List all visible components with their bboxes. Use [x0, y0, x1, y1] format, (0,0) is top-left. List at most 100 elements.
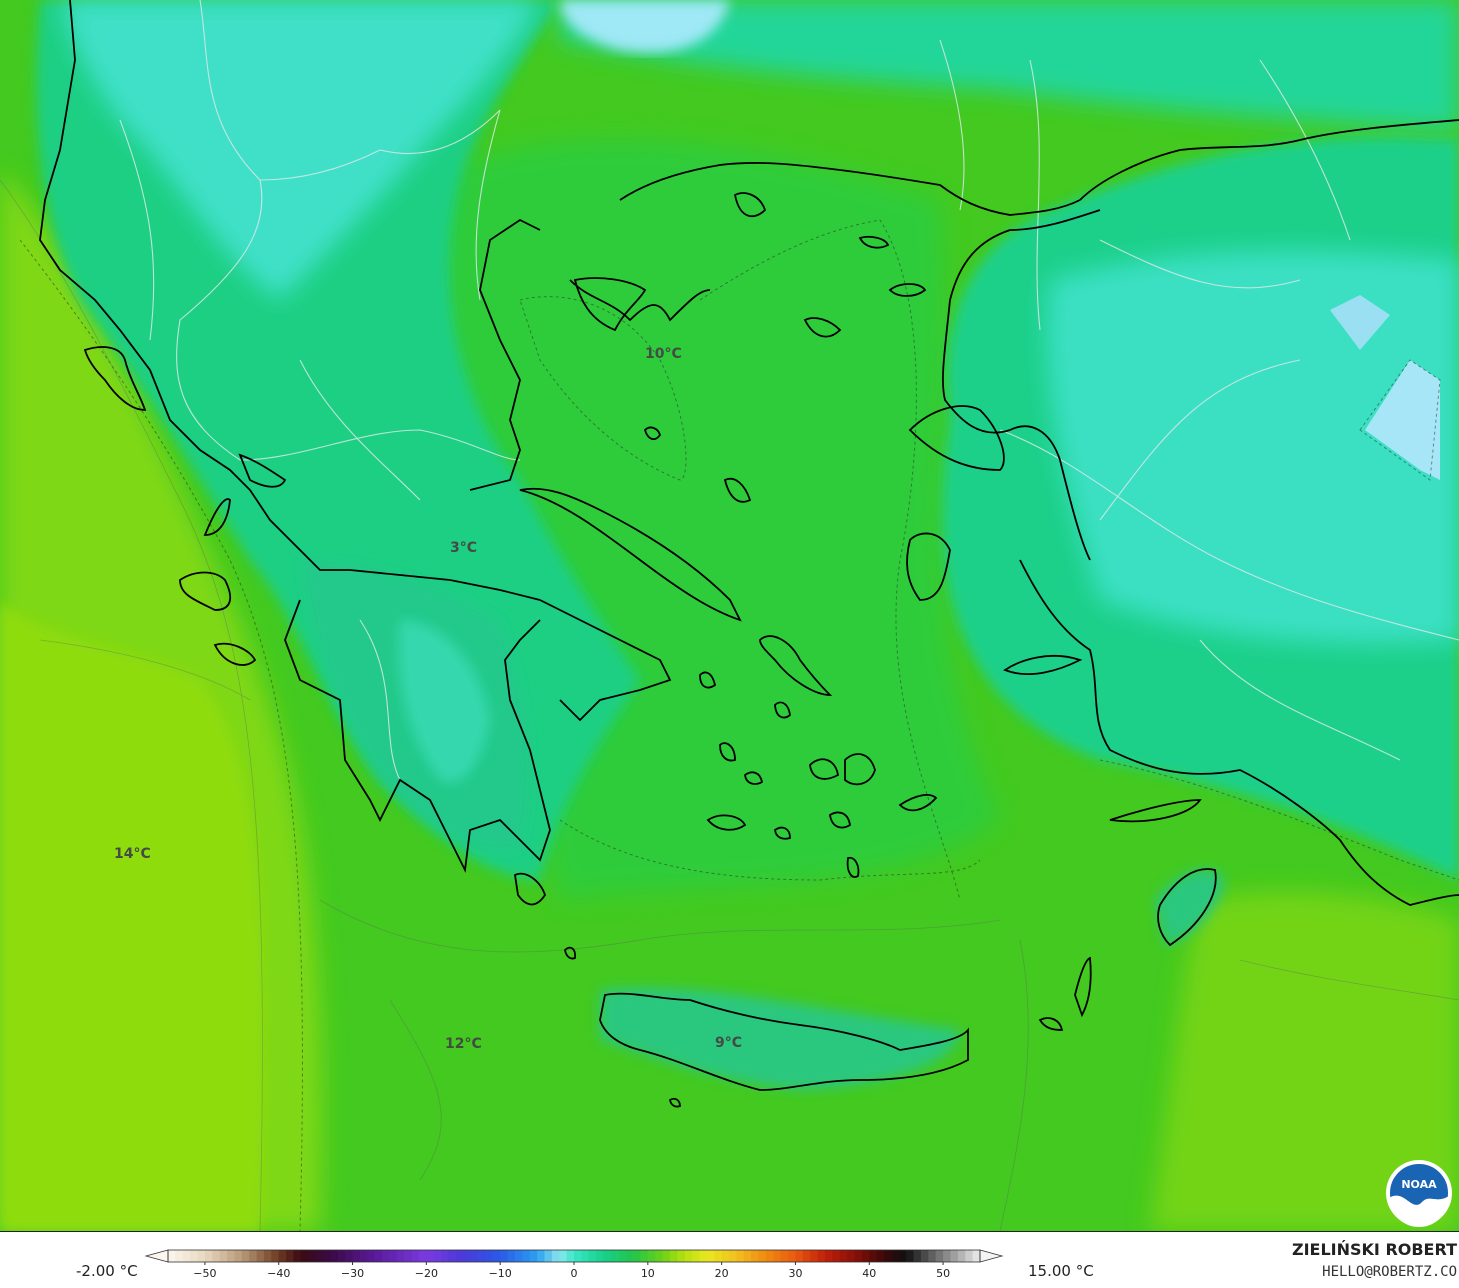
colorbar-swatch	[640, 1250, 649, 1262]
legend-min-label: -2.00 °C	[76, 1262, 138, 1280]
colorbar-min-arrow	[144, 1249, 169, 1263]
colorbar-swatch	[891, 1250, 900, 1262]
cold-spot-anatolia-2	[1365, 360, 1440, 480]
colorbar-swatch	[647, 1250, 656, 1262]
colorbar-swatch	[411, 1250, 420, 1262]
colorbar-tick-label: 0	[571, 1267, 578, 1280]
colorbar-swatch	[669, 1250, 678, 1262]
colorbar-tick-label: −10	[489, 1267, 512, 1280]
colorbar-swatch	[906, 1250, 915, 1262]
temp-label-south-ionian: 12°C	[445, 1036, 482, 1052]
temperature-map: 10°C 3°C 14°C 12°C 9°C	[0, 0, 1459, 1231]
colorbar-swatch	[241, 1250, 250, 1262]
colorbar-tick-label: −30	[341, 1267, 364, 1280]
colorbar-swatch	[197, 1250, 206, 1262]
legend-footer: -2.00 °C −50 −40 −30 −20 −10 0 10 20 30 40 50 15.0…	[0, 1231, 1459, 1287]
colorbar-swatch	[935, 1250, 944, 1262]
colorbar-swatch	[374, 1250, 383, 1262]
colorbar-swatch	[603, 1250, 612, 1262]
colorbar-swatch	[847, 1250, 856, 1262]
colorbar-swatch	[227, 1250, 235, 1262]
colorbar-swatch	[832, 1250, 841, 1262]
colorbar-swatch	[404, 1250, 413, 1262]
colorbar-swatch	[795, 1250, 804, 1262]
noaa-logo-text: NOAA	[1401, 1178, 1437, 1191]
colorbar-swatch	[485, 1250, 494, 1262]
colorbar-swatch	[802, 1250, 811, 1262]
colorbar-swatch	[441, 1250, 450, 1262]
colorbar-swatch	[537, 1250, 545, 1262]
crete-land	[600, 988, 960, 1090]
colorbar-swatch	[729, 1250, 737, 1262]
colorbar-swatch	[382, 1250, 390, 1262]
colorbar-swatch	[699, 1250, 708, 1262]
colorbar-swatch	[271, 1250, 280, 1262]
colorbar-swatch	[492, 1250, 501, 1262]
colorbar-swatch	[455, 1250, 464, 1262]
colorbar-swatch	[566, 1250, 575, 1262]
colorbar-swatch	[433, 1250, 442, 1262]
colorbar-swatch	[219, 1250, 228, 1262]
author-email: HELLO@ROBERTZ.CO	[1322, 1264, 1457, 1280]
colorbar-swatch	[396, 1250, 405, 1262]
colorbar-swatch	[330, 1250, 339, 1262]
temperature-colorbar: −50 −40 −30 −20 −10 0 10 20 30 40 50	[144, 1249, 1004, 1280]
colorbar-swatch	[323, 1250, 331, 1262]
colorbar-swatch	[684, 1250, 693, 1262]
warm-sea-west-2	[0, 600, 264, 1231]
colorbar-swatch	[610, 1250, 619, 1262]
colorbar-swatch	[706, 1250, 715, 1262]
colorbar-swatch	[714, 1250, 723, 1262]
colorbar-swatch	[278, 1250, 287, 1262]
colorbar-swatch	[470, 1250, 479, 1262]
colorbar-swatch	[514, 1250, 523, 1262]
colorbar-swatch	[389, 1250, 398, 1262]
colorbar-swatch	[212, 1250, 221, 1262]
colorbar-swatch	[884, 1250, 892, 1262]
colorbar-swatch	[633, 1250, 641, 1262]
temp-label-central-greece: 3°C	[450, 540, 477, 556]
colorbar-swatch	[618, 1250, 627, 1262]
colorbar-swatch	[345, 1250, 354, 1262]
cold-spot-north	[560, 0, 730, 53]
colorbar-tick-label: 40	[862, 1267, 876, 1280]
colorbar-tick-label: 30	[788, 1267, 802, 1280]
colorbar-swatch	[965, 1250, 974, 1262]
colorbar-swatch	[773, 1250, 782, 1262]
colorbar-swatch	[824, 1250, 833, 1262]
colorbar-swatch	[168, 1250, 176, 1262]
colorbar-swatch	[500, 1250, 509, 1262]
peloponnese-coldest	[399, 620, 490, 783]
colorbar-swatch	[256, 1250, 265, 1262]
colorbar-swatch	[204, 1250, 213, 1262]
colorbar-tick-label: −20	[415, 1267, 438, 1280]
colorbar-swatch	[780, 1250, 789, 1262]
land-anatolia	[40, 0, 1459, 880]
colorbar-swatch	[736, 1250, 745, 1262]
temp-label-ionian: 14°C	[114, 846, 151, 862]
colorbar-swatch	[418, 1250, 427, 1262]
colorbar-swatch	[559, 1250, 568, 1262]
colorbar-swatch	[359, 1250, 368, 1262]
colorbar-tick-label: 20	[715, 1267, 729, 1280]
colorbar-swatch	[367, 1250, 376, 1262]
colorbar-swatch	[839, 1250, 848, 1262]
map-canvas: 10°C 3°C 14°C 12°C 9°C	[0, 0, 1459, 1231]
colorbar-swatch	[854, 1250, 863, 1262]
warm-sea-east	[1150, 891, 1459, 1231]
colorbar-swatch	[950, 1250, 959, 1262]
colorbar-swatch	[263, 1250, 272, 1262]
colorbar-swatch	[943, 1250, 951, 1262]
cold-spot-anatolia	[1330, 295, 1390, 350]
colorbar-swatch	[655, 1250, 664, 1262]
colorbar-swatch	[920, 1250, 929, 1262]
colorbar-tick-label: 50	[936, 1267, 950, 1280]
colorbar-swatch	[861, 1250, 870, 1262]
colorbar-swatch	[972, 1250, 981, 1262]
colorbar-tick-label: −50	[193, 1267, 216, 1280]
colorbar-swatch	[478, 1250, 486, 1262]
author-credit: ZIELIŃSKI ROBERT	[1291, 1240, 1457, 1259]
colorbar-swatch	[721, 1250, 730, 1262]
colorbar-swatch	[898, 1250, 907, 1262]
temp-label-north-aegean: 10°C	[645, 346, 682, 362]
